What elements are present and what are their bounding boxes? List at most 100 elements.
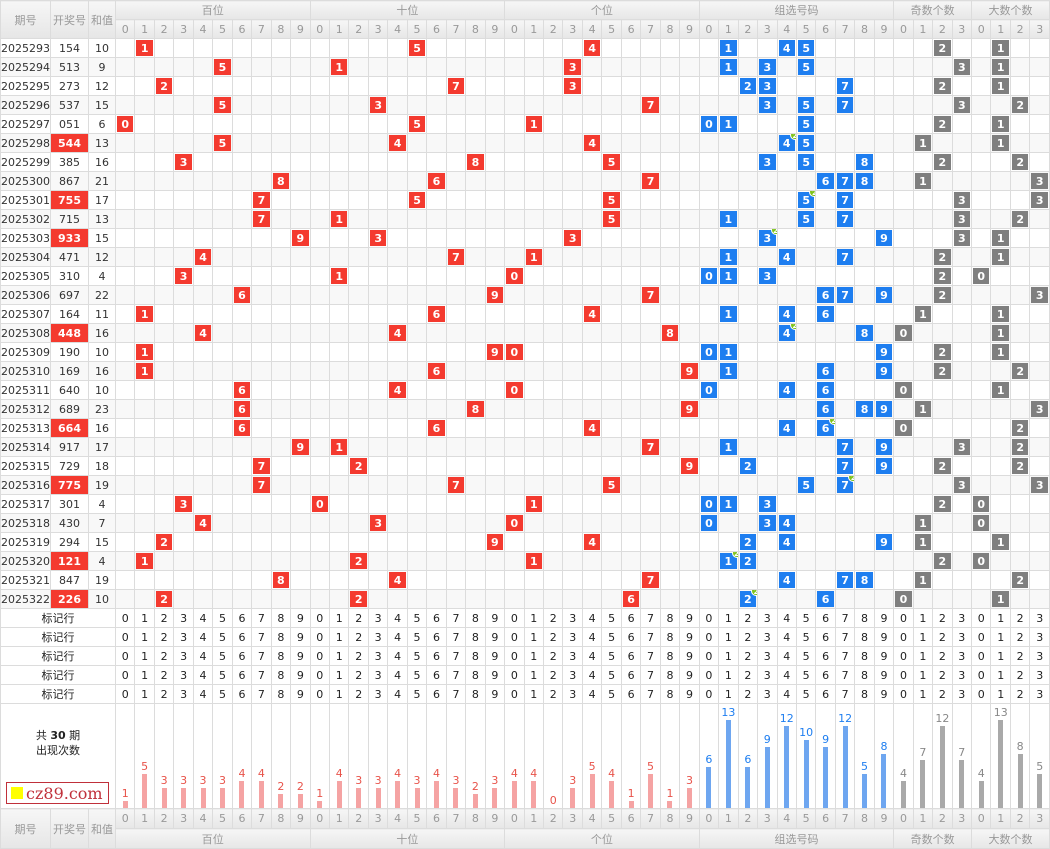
mark-digit[interactable]: 1 <box>718 608 739 628</box>
mark-digit[interactable]: 3 <box>173 665 194 685</box>
mark-digit[interactable]: 7 <box>640 665 661 685</box>
mark-digit[interactable]: 1 <box>523 684 545 704</box>
mark-digit[interactable]: 6 <box>620 646 642 666</box>
mark-digit[interactable]: 2 <box>737 608 759 628</box>
mark-digit[interactable]: 1 <box>990 646 1011 666</box>
mark-digit[interactable]: 3 <box>367 665 389 685</box>
mark-digit[interactable]: 2 <box>737 684 759 704</box>
mark-digit[interactable]: 1 <box>912 684 934 704</box>
mark-digit[interactable]: 4 <box>387 608 408 628</box>
mark-digit[interactable]: 4 <box>387 665 408 685</box>
mark-digit[interactable]: 1 <box>523 627 545 647</box>
mark-digit[interactable]: 4 <box>192 646 214 666</box>
mark-digit[interactable]: 5 <box>795 665 817 685</box>
mark-digit[interactable]: 5 <box>601 646 622 666</box>
mark-digit[interactable]: 5 <box>212 608 233 628</box>
mark-digit[interactable]: 8 <box>659 684 681 704</box>
mark-digit[interactable]: 8 <box>659 608 681 628</box>
mark-digit[interactable]: 8 <box>854 646 875 666</box>
mark-digit[interactable]: 0 <box>504 608 525 628</box>
mark-digit[interactable]: 0 <box>893 627 914 647</box>
mark-digit[interactable]: 9 <box>290 627 311 647</box>
mark-digit[interactable]: 1 <box>329 627 350 647</box>
mark-digit[interactable]: 9 <box>679 646 700 666</box>
mark-digit[interactable]: 1 <box>523 608 545 628</box>
mark-digit[interactable]: 1 <box>134 684 155 704</box>
mark-digit[interactable]: 0 <box>893 646 914 666</box>
mark-digit[interactable]: 7 <box>251 665 272 685</box>
mark-digit[interactable]: 1 <box>990 684 1011 704</box>
mark-digit[interactable]: 6 <box>231 646 253 666</box>
mark-digit[interactable]: 3 <box>1029 608 1050 628</box>
mark-digit[interactable]: 1 <box>134 627 155 647</box>
mark-digit[interactable]: 8 <box>270 646 292 666</box>
mark-digit[interactable]: 7 <box>445 608 467 628</box>
mark-digit[interactable]: 3 <box>951 665 973 685</box>
mark-digit[interactable]: 0 <box>114 627 136 647</box>
mark-digit[interactable]: 8 <box>270 665 292 685</box>
mark-digit[interactable]: 3 <box>367 608 389 628</box>
mark-digit[interactable]: 4 <box>776 665 797 685</box>
mark-digit[interactable]: 5 <box>406 627 428 647</box>
mark-digit[interactable]: 8 <box>854 665 875 685</box>
mark-digit[interactable]: 2 <box>153 627 175 647</box>
mark-digit[interactable]: 0 <box>971 646 992 666</box>
mark-digit[interactable]: 4 <box>776 608 797 628</box>
mark-digit[interactable]: 4 <box>581 646 603 666</box>
mark-digit[interactable]: 9 <box>290 684 311 704</box>
mark-digit[interactable]: 3 <box>951 608 973 628</box>
mark-digit[interactable]: 6 <box>426 646 447 666</box>
mark-digit[interactable]: 6 <box>815 627 836 647</box>
mark-digit[interactable]: 9 <box>679 627 700 647</box>
mark-digit[interactable]: 9 <box>679 665 700 685</box>
mark-digit[interactable]: 2 <box>348 684 369 704</box>
mark-digit[interactable]: 6 <box>620 627 642 647</box>
mark-digit[interactable]: 3 <box>173 627 194 647</box>
mark-digit[interactable]: 1 <box>718 627 739 647</box>
mark-digit[interactable]: 1 <box>990 627 1011 647</box>
mark-digit[interactable]: 0 <box>309 608 331 628</box>
mark-digit[interactable]: 2 <box>1009 627 1031 647</box>
mark-digit[interactable]: 6 <box>815 608 836 628</box>
mark-digit[interactable]: 1 <box>329 665 350 685</box>
mark-digit[interactable]: 9 <box>873 646 895 666</box>
mark-digit[interactable]: 4 <box>581 608 603 628</box>
mark-digit[interactable]: 8 <box>270 627 292 647</box>
mark-digit[interactable]: 4 <box>192 627 214 647</box>
mark-digit[interactable]: 2 <box>932 684 953 704</box>
mark-row[interactable]: 标记行 0 1 2 3 4 5 6 7 8 9 0 1 2 3 4 5 6 7 8 9 0 1 2 3 4 5 6 7 8 9 0 1 2 3 4 5 6… <box>0 646 1050 666</box>
mark-digit[interactable]: 5 <box>601 665 622 685</box>
mark-digit[interactable]: 1 <box>718 665 739 685</box>
mark-digit[interactable]: 2 <box>153 684 175 704</box>
mark-digit[interactable]: 9 <box>484 627 506 647</box>
mark-digit[interactable]: 0 <box>114 608 136 628</box>
mark-digit[interactable]: 3 <box>562 608 583 628</box>
mark-digit[interactable]: 7 <box>251 684 272 704</box>
mark-digit[interactable]: 7 <box>640 627 661 647</box>
mark-digit[interactable]: 9 <box>484 608 506 628</box>
mark-digit[interactable]: 0 <box>698 608 720 628</box>
mark-digit[interactable]: 0 <box>698 684 720 704</box>
mark-digit[interactable]: 2 <box>737 665 759 685</box>
mark-row[interactable]: 标记行 0 1 2 3 4 5 6 7 8 9 0 1 2 3 4 5 6 7 8 9 0 1 2 3 4 5 6 7 8 9 0 1 2 3 4 5 6… <box>0 627 1050 647</box>
mark-digit[interactable]: 2 <box>543 627 564 647</box>
mark-digit[interactable]: 8 <box>659 627 681 647</box>
mark-digit[interactable]: 9 <box>873 608 895 628</box>
mark-digit[interactable]: 9 <box>679 684 700 704</box>
mark-digit[interactable]: 8 <box>465 684 486 704</box>
mark-digit[interactable]: 7 <box>834 627 856 647</box>
mark-digit[interactable]: 2 <box>153 665 175 685</box>
mark-digit[interactable]: 3 <box>562 646 583 666</box>
mark-digit[interactable]: 4 <box>192 665 214 685</box>
mark-digit[interactable]: 2 <box>543 608 564 628</box>
mark-digit[interactable]: 0 <box>504 684 525 704</box>
mark-digit[interactable]: 2 <box>1009 665 1031 685</box>
mark-digit[interactable]: 5 <box>601 608 622 628</box>
mark-digit[interactable]: 4 <box>776 646 797 666</box>
mark-digit[interactable]: 3 <box>951 646 973 666</box>
mark-digit[interactable]: 8 <box>270 684 292 704</box>
mark-digit[interactable]: 3 <box>951 627 973 647</box>
mark-digit[interactable]: 2 <box>348 627 369 647</box>
mark-digit[interactable]: 9 <box>290 608 311 628</box>
mark-digit[interactable]: 0 <box>309 684 331 704</box>
